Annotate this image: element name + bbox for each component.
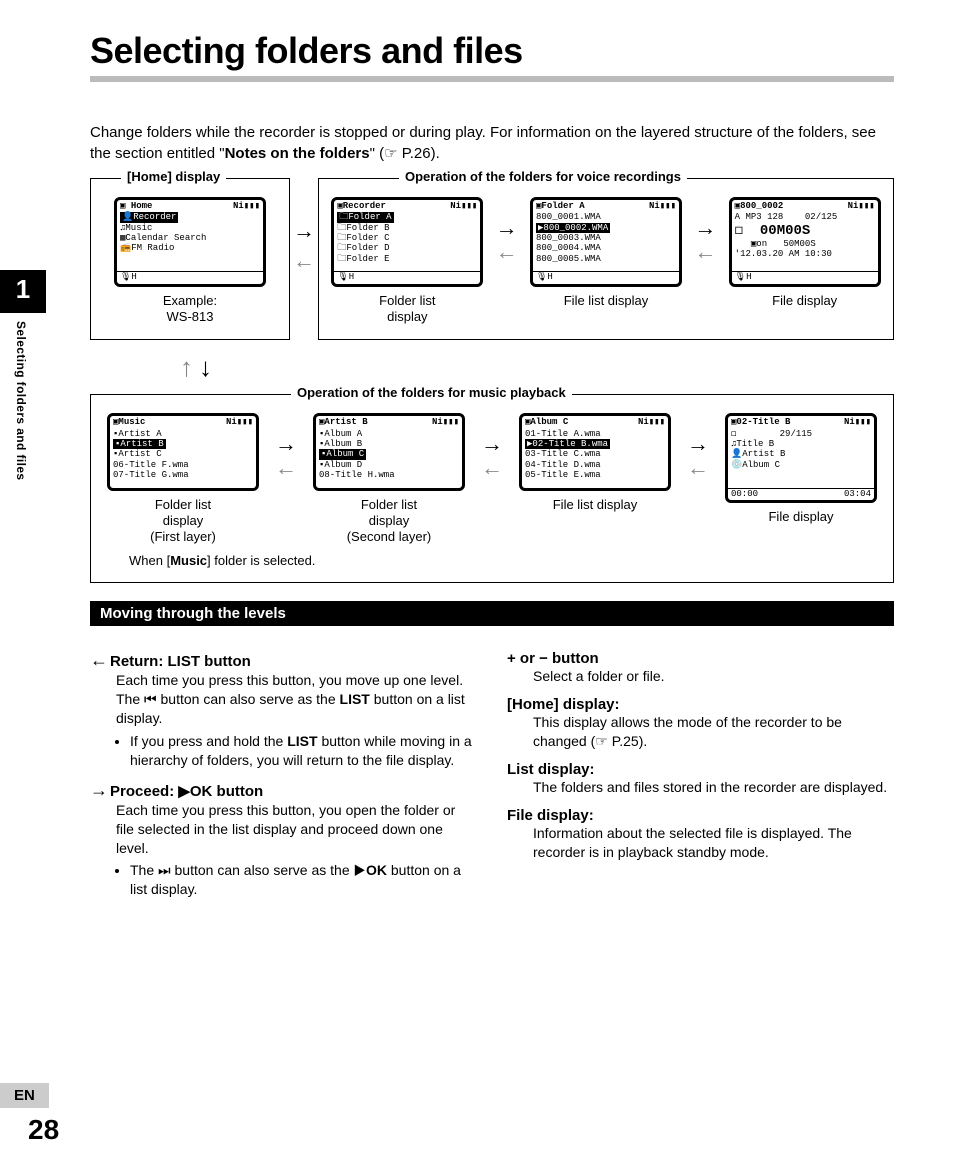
- lcd-album: ▣Album CNi▮▮▮ 01-Title A.wma ▶02-Title B…: [519, 413, 671, 490]
- list-display-heading: List display:: [507, 761, 894, 778]
- lcd-music: ▣MusicNi▮▮▮ ▪Artist A ▪Artist B ▪Artist …: [107, 413, 259, 490]
- lcd-title-file: ▣02-Title BNi▮▮▮ ◻ 29/115 ♫Title B 👤Arti…: [725, 413, 877, 503]
- lang-badge: EN: [0, 1083, 49, 1108]
- home-display-box: [Home] display ▣ HomeNi▮▮▮ 👤Recorder ♫Mu…: [90, 178, 290, 340]
- col-right: + or − button Select a folder or file. […: [507, 640, 894, 901]
- title-rule: [90, 76, 894, 82]
- bridge-arrows-h: →←: [293, 218, 315, 274]
- file-display-heading: File display:: [507, 807, 894, 824]
- music-box: Operation of the folders for music playb…: [90, 394, 894, 583]
- lcd-home: ▣ HomeNi▮▮▮ 👤Recorder ♫Music ▦Calendar S…: [114, 197, 266, 287]
- return-heading: ←Return: LIST button: [90, 650, 477, 671]
- home-display-heading: [Home] display:: [507, 696, 894, 713]
- page-number: 28: [28, 1114, 59, 1146]
- page-title: Selecting folders and files: [90, 30, 894, 72]
- voice-box: Operation of the folders for voice recor…: [318, 178, 894, 340]
- moving-bar: Moving through the levels: [90, 601, 894, 626]
- music-note: When [Music] folder is selected.: [129, 553, 881, 568]
- lcd-file-display: ▣800_0002Ni▮▮▮ A MP3 128 02/125 ◻ 00M00S…: [729, 197, 881, 287]
- proceed-heading: →Proceed: ▶OK button: [90, 780, 477, 801]
- lcd-folder-a: ▣Folder ANi▮▮▮ 800_0001.WMA ▶800_0002.WM…: [530, 197, 682, 287]
- lcd-recorder: ▣RecorderNi▮▮▮ 🗀Folder A 🗀Folder B 🗀Fold…: [331, 197, 483, 287]
- col-left: ←Return: LIST button Each time you press…: [90, 640, 477, 901]
- caption-home: Example:WS-813: [163, 293, 217, 326]
- lcd-artist: ▣Artist BNi▮▮▮ ▪Album A ▪Album B ▪Album …: [313, 413, 465, 490]
- legend-music: Operation of the folders for music playb…: [291, 385, 572, 400]
- plusminus-heading: + or − button: [507, 650, 894, 667]
- legend-home: [Home] display: [121, 169, 226, 184]
- arrow-pair: →←: [492, 197, 522, 283]
- arrow-pair: →←: [690, 197, 720, 283]
- bridge-arrows-v: ↑↓: [180, 352, 212, 383]
- intro-text: Change folders while the recorder is sto…: [90, 122, 894, 164]
- legend-voice: Operation of the folders for voice recor…: [399, 169, 687, 184]
